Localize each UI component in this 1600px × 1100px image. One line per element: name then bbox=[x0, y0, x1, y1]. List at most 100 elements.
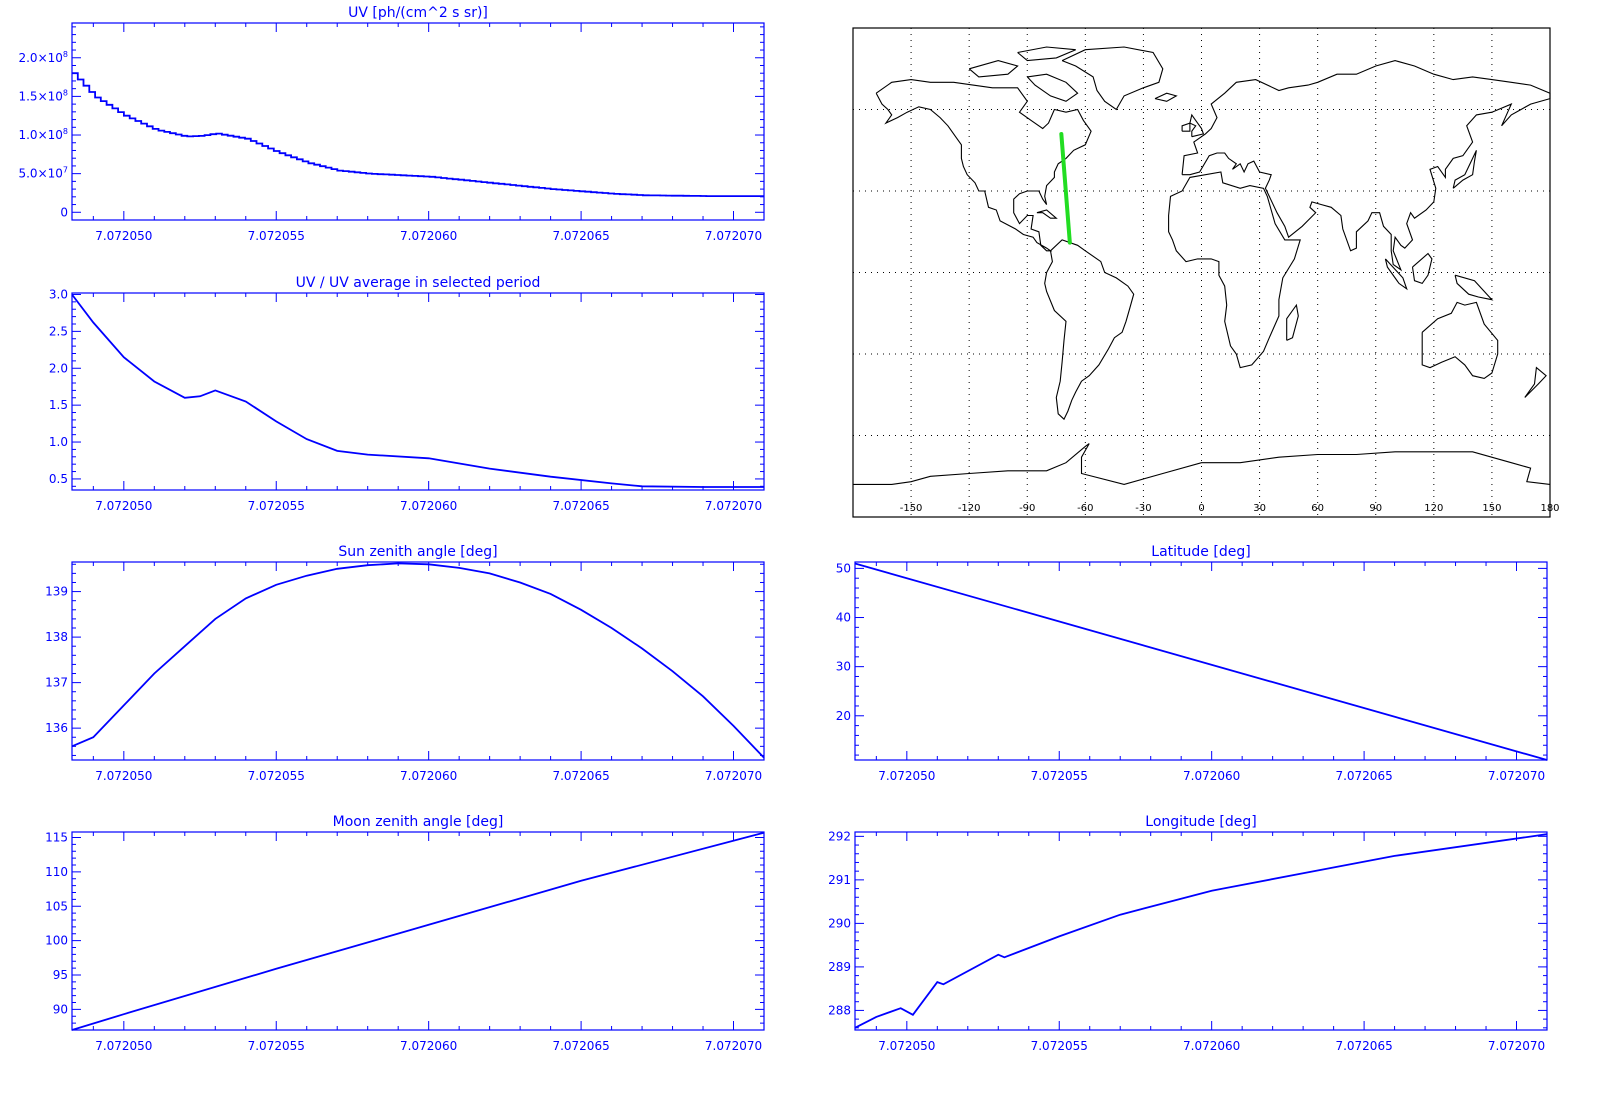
x-tick-label: 7.072065 bbox=[552, 499, 609, 513]
map-lon-label: -120 bbox=[958, 503, 981, 514]
y-tick-label: 292 bbox=[828, 829, 851, 843]
y-tick-label: 110 bbox=[45, 865, 68, 879]
map-lon-label: -30 bbox=[1135, 503, 1151, 514]
coastline bbox=[1454, 274, 1494, 301]
chart-uv-ratio: UV / UV average in selected period 7.0720… bbox=[49, 275, 765, 513]
y-tick-label: 115 bbox=[45, 831, 68, 845]
coastline bbox=[1044, 239, 1135, 421]
map-lon-label: 30 bbox=[1253, 503, 1266, 514]
x-tick-label: 7.072065 bbox=[552, 769, 609, 783]
plot-frame bbox=[71, 22, 765, 221]
coastline bbox=[853, 443, 1551, 485]
y-tick-label: 105 bbox=[45, 899, 68, 913]
x-tick-label: 7.072070 bbox=[705, 1039, 762, 1053]
x-tick-label: 7.072065 bbox=[552, 1039, 609, 1053]
map-lon-label: 90 bbox=[1369, 503, 1382, 514]
coastline bbox=[1286, 303, 1299, 341]
y-tick-label: 291 bbox=[828, 873, 851, 887]
coastline bbox=[1524, 366, 1547, 398]
coastline bbox=[1017, 46, 1076, 62]
map-lon-label: -90 bbox=[1019, 503, 1035, 514]
x-tick-label: 7.072060 bbox=[1183, 1039, 1240, 1053]
coastline bbox=[968, 60, 1019, 78]
x-tick-label: 7.072070 bbox=[1488, 769, 1545, 783]
y-tick-label: 95 bbox=[53, 968, 68, 982]
map-lon-label: 60 bbox=[1311, 503, 1324, 514]
plot-frame bbox=[71, 561, 765, 761]
plot-frame bbox=[854, 831, 1548, 1031]
y-tick-label: 1.5×108 bbox=[18, 88, 68, 103]
y-tick-label: 137 bbox=[45, 676, 68, 690]
x-tick-label: 7.072050 bbox=[95, 769, 152, 783]
x-tick-label: 7.072060 bbox=[400, 1039, 457, 1053]
y-tick-label: 1.0 bbox=[49, 435, 68, 449]
coastline bbox=[1181, 122, 1191, 132]
plot-frame bbox=[71, 831, 765, 1031]
y-tick-label: 139 bbox=[45, 585, 68, 599]
chart-title: UV / UV average in selected period bbox=[296, 275, 541, 291]
y-tick-label: 1.5 bbox=[49, 398, 68, 412]
y-tick-label: 50 bbox=[836, 561, 851, 575]
chart-longitude: Longitude [deg] 7.072050 7.072055 7.072060 7… bbox=[828, 814, 1548, 1053]
x-tick-label: 7.072055 bbox=[248, 769, 305, 783]
y-tick-label: 30 bbox=[836, 660, 851, 674]
series-line-sun-zenith bbox=[71, 562, 765, 759]
x-tick-label: 7.072060 bbox=[1183, 769, 1240, 783]
plot-frame bbox=[854, 561, 1548, 761]
coastline bbox=[1181, 60, 1551, 272]
x-tick-label: 7.072050 bbox=[878, 769, 935, 783]
map-lon-label: 0 bbox=[1198, 503, 1204, 514]
y-tick-label: 1.0×108 bbox=[18, 127, 68, 142]
series-line-longitude bbox=[854, 833, 1548, 1029]
y-tick-label: 90 bbox=[53, 1002, 68, 1016]
satellite-track bbox=[1059, 131, 1072, 245]
y-tick-label: 2.0 bbox=[49, 361, 68, 375]
coastline bbox=[1036, 209, 1058, 219]
coastline bbox=[1421, 301, 1499, 379]
y-tick-label: 100 bbox=[45, 934, 68, 948]
x-tick-label: 7.072050 bbox=[878, 1039, 935, 1053]
map-lon-label: 180 bbox=[1540, 503, 1559, 514]
y-tick-label: 288 bbox=[828, 1003, 851, 1017]
map-lon-label: -150 bbox=[900, 503, 923, 514]
x-tick-label: 7.072070 bbox=[1488, 1039, 1545, 1053]
series-line-uv-ratio bbox=[71, 293, 764, 488]
x-tick-label: 7.072070 bbox=[705, 769, 762, 783]
chart-title: Moon zenith angle [deg] bbox=[333, 814, 504, 830]
x-tick-label: 7.072065 bbox=[1335, 769, 1392, 783]
map-lon-label: 120 bbox=[1424, 503, 1443, 514]
y-tick-label: 138 bbox=[45, 630, 68, 644]
y-tick-label: 289 bbox=[828, 960, 851, 974]
series-line-moon-zenith bbox=[71, 831, 765, 1031]
y-tick-label: 136 bbox=[45, 721, 68, 735]
coastline bbox=[875, 79, 1092, 252]
x-tick-label: 7.072050 bbox=[95, 1039, 152, 1053]
coastline bbox=[1026, 73, 1079, 102]
plot-frame bbox=[71, 292, 765, 491]
x-tick-label: 7.072060 bbox=[400, 769, 457, 783]
series-line-uv bbox=[72, 72, 764, 197]
coastline bbox=[1384, 258, 1408, 291]
y-tick-label: 3.0 bbox=[49, 287, 68, 301]
chart-title: Sun zenith angle [deg] bbox=[338, 544, 497, 560]
y-tick-label: 2.5 bbox=[49, 324, 68, 338]
y-tick-label: 2.0×108 bbox=[18, 50, 68, 65]
y-tick-label: 20 bbox=[836, 709, 851, 723]
coastline bbox=[1061, 46, 1164, 111]
x-tick-label: 7.072055 bbox=[1031, 769, 1088, 783]
map-lon-label: -60 bbox=[1077, 503, 1093, 514]
y-tick-label: 0 bbox=[60, 205, 68, 219]
y-tick-label: 290 bbox=[828, 916, 851, 930]
x-tick-label: 7.072055 bbox=[1031, 1039, 1088, 1053]
coastline bbox=[1411, 252, 1433, 285]
coastline bbox=[1189, 113, 1205, 138]
chart-uv: UV [ph/(cm^2 s sr)] 7.072050 7.072055 7.072… bbox=[18, 5, 765, 243]
x-tick-label: 7.072055 bbox=[248, 229, 305, 243]
chart-title: Longitude [deg] bbox=[1145, 814, 1256, 830]
chart-latitude: Latitude [deg] 7.072050 7.072055 7.072060 7.… bbox=[836, 544, 1548, 783]
chart-moon-zenith: Moon zenith angle [deg] 7.072050 7.072055 7… bbox=[45, 814, 765, 1053]
x-tick-label: 7.072070 bbox=[705, 499, 762, 513]
world-map: -150 -120 -90 -60 -30 0 30 60 90 120 150 180 bbox=[852, 27, 1560, 518]
x-tick-label: 7.072050 bbox=[95, 229, 152, 243]
